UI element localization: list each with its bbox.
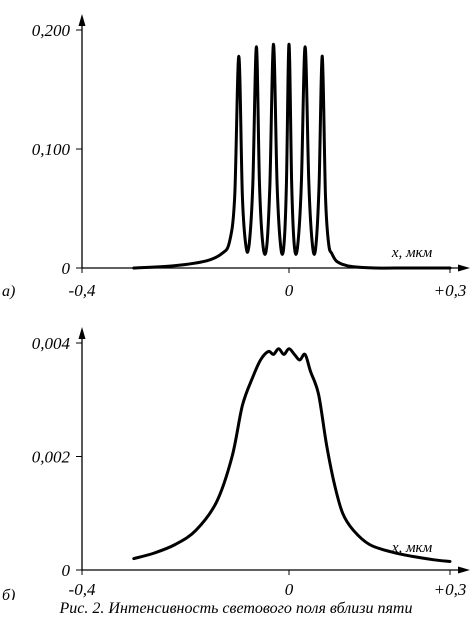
- panel-label: а): [2, 283, 15, 300]
- x-tick-label: +0,3: [434, 580, 467, 599]
- y-tick-label: 0,200: [32, 21, 71, 40]
- x-tick-label: +0,3: [434, 281, 467, 300]
- y-tick-label: 0,004: [32, 334, 71, 353]
- x-tick-label: 0: [285, 580, 294, 599]
- x-axis-label: x, мкм: [391, 540, 433, 556]
- x-axis-arrow: [458, 264, 470, 272]
- y-tick-label: 0,100: [32, 140, 71, 159]
- x-axis-arrow: [458, 566, 470, 574]
- panel-label: б): [2, 587, 15, 600]
- x-tick-label: -0,4: [69, 580, 96, 599]
- y-axis-arrow: [78, 327, 86, 339]
- panel-a-chart: 0 0,100 0,200 -0,4 0 +0,3 x, мкм а): [2, 14, 470, 300]
- figure-caption: Рис. 2. Интенсивность светового поля вбл…: [59, 600, 413, 617]
- y-axis-arrow: [78, 14, 86, 26]
- x-tick-label: 0: [285, 281, 294, 300]
- x-axis-label: x, мкм: [391, 245, 433, 261]
- x-tick-label: -0,4: [69, 281, 96, 300]
- intensity-curve: [132, 347, 452, 563]
- y-tick-label: 0: [62, 259, 71, 278]
- intensity-curve: [132, 42, 452, 270]
- y-tick-label: 0: [62, 561, 71, 580]
- y-tick-label: 0,002: [32, 448, 71, 467]
